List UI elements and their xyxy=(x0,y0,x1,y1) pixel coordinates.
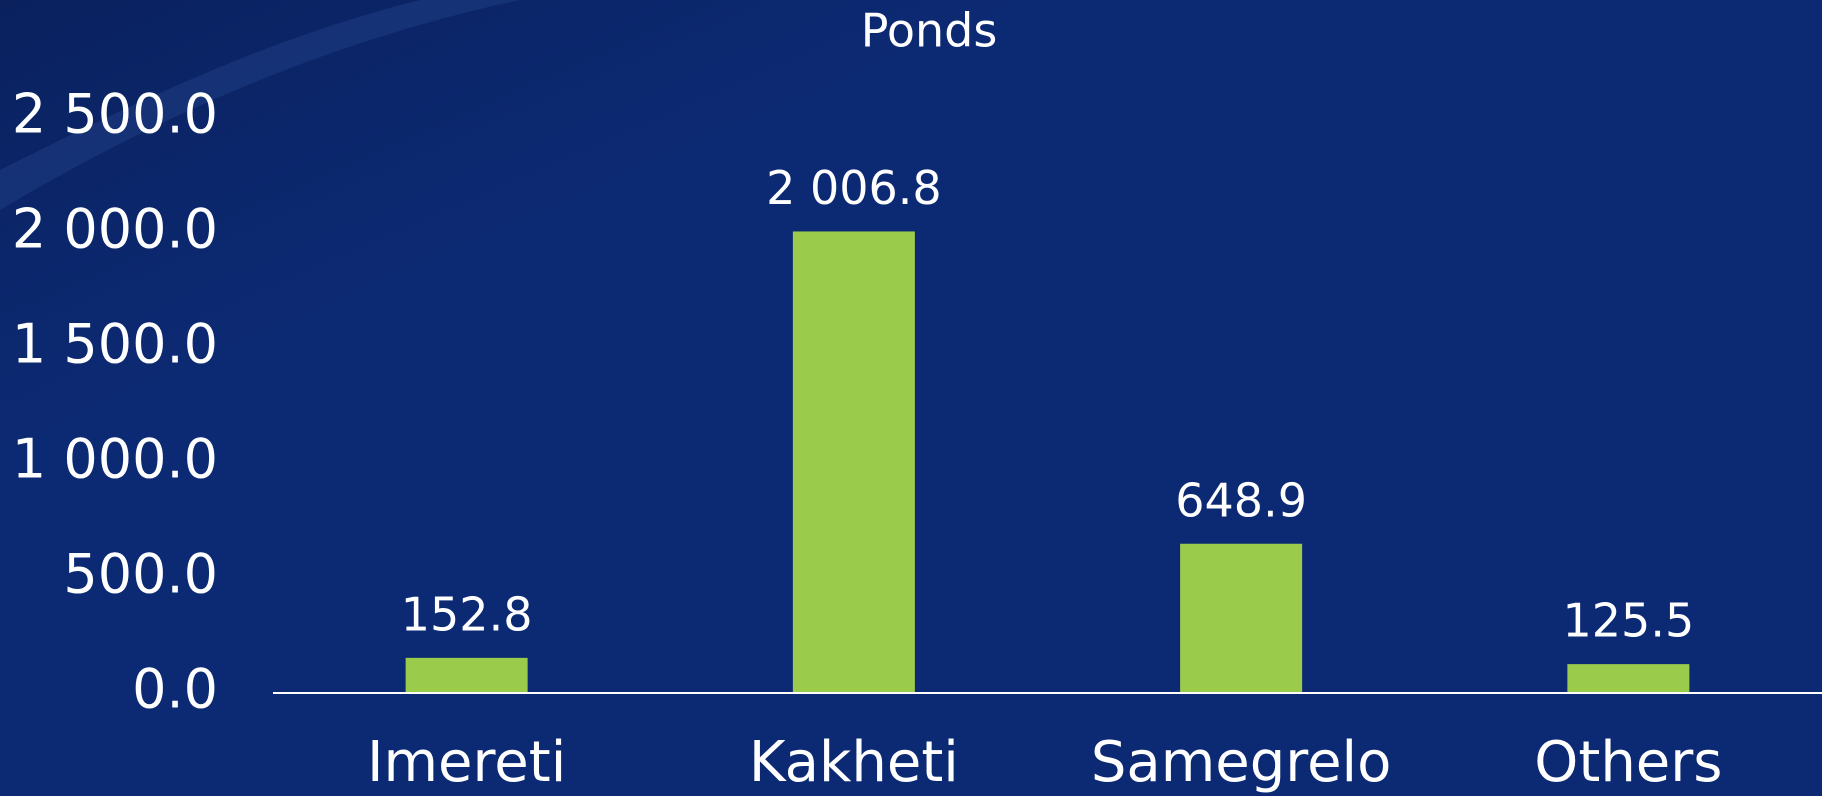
bar xyxy=(405,657,528,693)
y-tick-label: 500.0 xyxy=(63,543,218,606)
value-label: 125.5 xyxy=(1563,594,1695,648)
bar xyxy=(1567,664,1690,693)
chart-title: Ponds xyxy=(861,4,998,58)
y-tick-label: 1 500.0 xyxy=(12,313,218,376)
y-tick-label: 0.0 xyxy=(132,658,218,721)
x-tick-label: Samegrelo xyxy=(1091,730,1391,795)
value-label: 648.9 xyxy=(1175,473,1307,527)
value-label: 2 006.8 xyxy=(766,161,942,215)
y-tick-label: 2 500.0 xyxy=(12,83,218,146)
x-tick-label: Kakheti xyxy=(749,730,959,795)
x-tick-label: Imereti xyxy=(367,730,566,795)
y-tick-label: 1 000.0 xyxy=(12,428,218,491)
bar xyxy=(792,231,915,693)
value-label: 152.8 xyxy=(401,587,533,641)
y-tick-label: 2 000.0 xyxy=(12,198,218,261)
x-tick-label: Others xyxy=(1534,730,1722,795)
bar xyxy=(1180,543,1303,693)
